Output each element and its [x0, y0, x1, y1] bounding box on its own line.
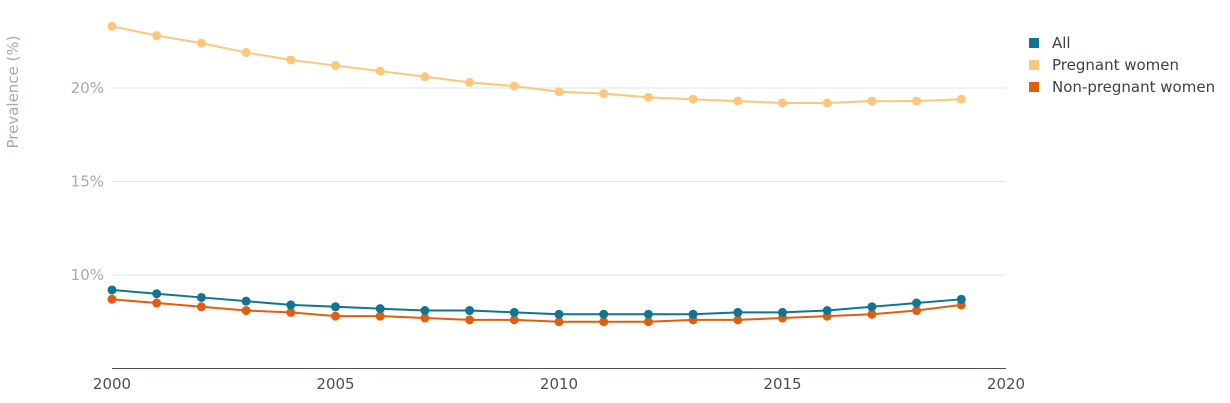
data-point-all[interactable] [331, 302, 340, 312]
data-point-pregnant-women[interactable] [152, 31, 162, 41]
data-point-all[interactable] [599, 309, 609, 319]
data-point-all[interactable] [196, 292, 206, 302]
data-point-non-pregnant-women[interactable] [509, 315, 519, 325]
data-point-non-pregnant-women[interactable] [375, 311, 385, 321]
data-point-pregnant-women[interactable] [331, 61, 340, 71]
legend-item-non-pregnant-women[interactable]: Non-pregnant women [1029, 76, 1215, 98]
legend-label: Non-pregnant women [1052, 78, 1216, 96]
data-point-non-pregnant-women[interactable] [912, 306, 922, 316]
x-tick-label: 2000 [93, 375, 131, 393]
data-point-non-pregnant-women[interactable] [331, 311, 340, 321]
data-point-pregnant-women[interactable] [286, 55, 296, 65]
data-point-pregnant-women[interactable] [465, 77, 475, 87]
series-line-non-pregnant-women [111, 298, 962, 323]
data-point-pregnant-women[interactable] [241, 47, 251, 57]
y-tick-label: 15% [71, 173, 104, 191]
y-tick-labels: 10% 15% 20% [71, 79, 104, 284]
legend-item-all[interactable]: All [1029, 32, 1215, 54]
data-point-non-pregnant-women[interactable] [152, 298, 162, 308]
gridlines [112, 87, 1006, 276]
x-tick-labels: 2000 2005 2010 2015 2020 [93, 375, 1025, 393]
data-point-pregnant-women[interactable] [733, 96, 743, 106]
legend: All Pregnant women Non-pregnant women [1029, 32, 1215, 98]
data-point-all[interactable] [912, 298, 922, 308]
data-point-non-pregnant-women[interactable] [465, 315, 475, 325]
data-point-all[interactable] [867, 302, 877, 312]
data-point-pregnant-women[interactable] [778, 98, 787, 108]
y-axis-label: Prevalence (%) [4, 35, 22, 148]
data-point-all[interactable] [241, 296, 251, 306]
series-pregnant-women [107, 21, 966, 108]
y-tick-label: 20% [71, 79, 104, 97]
series-non-pregnant-women [107, 294, 966, 327]
x-tick-label: 2015 [763, 375, 801, 393]
data-point-non-pregnant-women[interactable] [554, 317, 564, 327]
data-point-non-pregnant-women[interactable] [420, 313, 430, 323]
legend-label: All [1052, 34, 1071, 52]
legend-swatch [1029, 60, 1039, 70]
data-point-non-pregnant-women[interactable] [241, 306, 251, 316]
legend-swatch [1029, 38, 1039, 48]
data-point-all[interactable] [733, 307, 743, 317]
data-point-all[interactable] [420, 306, 430, 316]
data-point-all[interactable] [107, 285, 117, 295]
data-point-all[interactable] [375, 304, 385, 314]
data-point-pregnant-women[interactable] [554, 87, 564, 97]
x-tick-label: 2005 [316, 375, 354, 393]
legend-label: Pregnant women [1052, 56, 1180, 74]
data-point-all[interactable] [554, 309, 564, 319]
x-tick-label: 2010 [540, 375, 578, 393]
data-point-all[interactable] [822, 306, 832, 316]
series-all [107, 285, 966, 319]
data-point-pregnant-women[interactable] [107, 21, 117, 31]
data-point-all[interactable] [778, 307, 787, 317]
data-point-all[interactable] [465, 306, 475, 316]
data-point-non-pregnant-women[interactable] [733, 315, 743, 325]
data-point-non-pregnant-women[interactable] [867, 309, 877, 319]
series-group [107, 21, 966, 327]
data-point-non-pregnant-women[interactable] [599, 317, 609, 327]
data-point-pregnant-women[interactable] [822, 98, 832, 108]
legend-swatch [1029, 82, 1039, 92]
data-point-non-pregnant-women[interactable] [286, 307, 296, 317]
data-point-non-pregnant-women[interactable] [107, 294, 117, 304]
data-point-pregnant-women[interactable] [420, 72, 430, 82]
data-point-all[interactable] [688, 309, 698, 319]
data-point-all[interactable] [152, 289, 162, 299]
series-line-all [111, 288, 962, 316]
y-tick-label: 10% [71, 266, 104, 284]
data-point-pregnant-women[interactable] [375, 66, 385, 76]
data-point-non-pregnant-women[interactable] [196, 302, 206, 312]
data-point-pregnant-women[interactable] [643, 92, 653, 102]
x-tick-label: 2020 [987, 375, 1025, 393]
series-line-pregnant-women [111, 25, 962, 104]
data-point-pregnant-women[interactable] [912, 96, 922, 106]
data-point-all[interactable] [956, 294, 966, 304]
data-point-pregnant-women[interactable] [956, 94, 966, 104]
data-point-pregnant-women[interactable] [867, 96, 877, 106]
data-point-pregnant-women[interactable] [688, 94, 698, 104]
legend-item-pregnant-women[interactable]: Pregnant women [1029, 54, 1215, 76]
data-point-pregnant-women[interactable] [509, 81, 519, 91]
data-point-pregnant-women[interactable] [196, 38, 206, 48]
data-point-pregnant-women[interactable] [599, 89, 609, 99]
data-point-all[interactable] [286, 300, 296, 310]
data-point-non-pregnant-women[interactable] [643, 317, 653, 327]
data-point-all[interactable] [643, 309, 653, 319]
data-point-all[interactable] [509, 307, 519, 317]
